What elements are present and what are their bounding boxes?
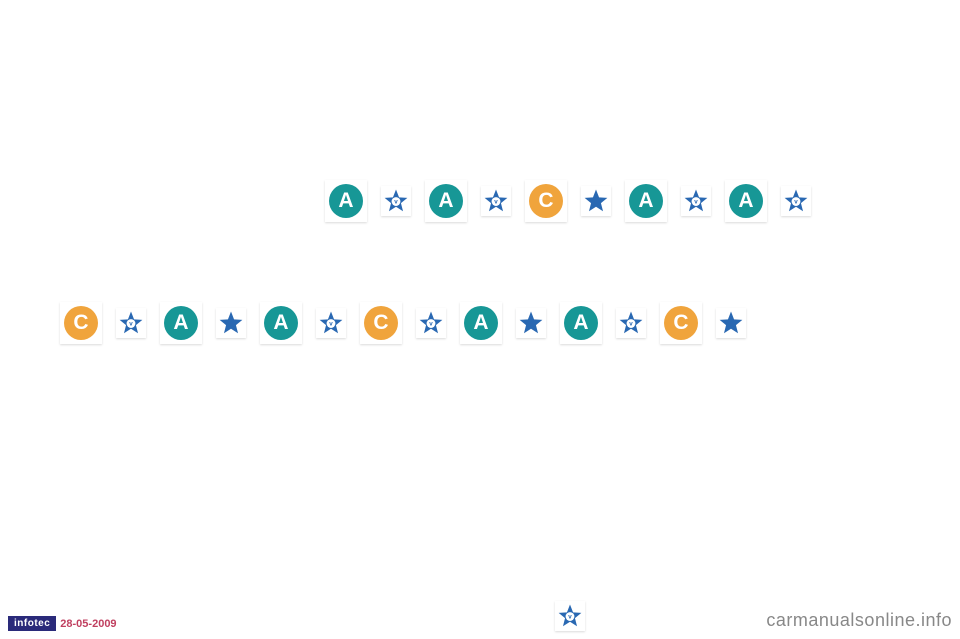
footer: infotec 28-05-2009 carmanualsonline.info [0, 610, 960, 631]
letter-circle: A [564, 306, 598, 340]
footer-date: 28-05-2009 [60, 618, 116, 630]
footer-left: infotec 28-05-2009 [8, 616, 117, 631]
star-icon [216, 308, 246, 338]
star-v-icon: v [416, 308, 446, 338]
star-v-icon: v [116, 308, 146, 338]
star-v-icon: v [316, 308, 346, 338]
letter-tile-c: C [360, 302, 402, 344]
star-v-icon: v [481, 186, 511, 216]
star-icon [716, 308, 746, 338]
letter-tile-a: A [160, 302, 202, 344]
letter-tile-a: A [725, 180, 767, 222]
letter-circle: A [429, 184, 463, 218]
letter-tile-c: C [660, 302, 702, 344]
infotec-badge: infotec [8, 616, 56, 631]
letter-circle: A [629, 184, 663, 218]
letter-circle: C [364, 306, 398, 340]
letter-circle: A [329, 184, 363, 218]
star-v-icon: v [681, 186, 711, 216]
svg-text:v: v [429, 321, 433, 328]
svg-text:v: v [794, 199, 798, 206]
letter-tile-a: A [260, 302, 302, 344]
letter-tile-c: C [525, 180, 567, 222]
icon-row-1: Av Av C Av Av [60, 180, 920, 222]
letter-circle: C [64, 306, 98, 340]
star-icon [516, 308, 546, 338]
icon-row-2: Cv A Av Cv A Av C [60, 302, 920, 344]
star-v-icon: v [616, 308, 646, 338]
letter-circle: A [729, 184, 763, 218]
svg-text:v: v [494, 199, 498, 206]
letter-circle: A [264, 306, 298, 340]
letter-circle: C [529, 184, 563, 218]
svg-text:v: v [629, 321, 633, 328]
letter-tile-a: A [425, 180, 467, 222]
letter-circle: C [664, 306, 698, 340]
star-icon [581, 186, 611, 216]
letter-tile-a: A [560, 302, 602, 344]
letter-tile-a: A [460, 302, 502, 344]
letter-circle: A [464, 306, 498, 340]
svg-text:v: v [394, 199, 398, 206]
svg-text:v: v [694, 199, 698, 206]
letter-tile-c: C [60, 302, 102, 344]
svg-text:v: v [329, 321, 333, 328]
star-v-icon: v [381, 186, 411, 216]
letter-tile-a: A [325, 180, 367, 222]
watermark-text: carmanualsonline.info [766, 610, 952, 631]
letter-circle: A [164, 306, 198, 340]
star-v-icon: v [781, 186, 811, 216]
svg-text:v: v [129, 321, 133, 328]
letter-tile-a: A [625, 180, 667, 222]
